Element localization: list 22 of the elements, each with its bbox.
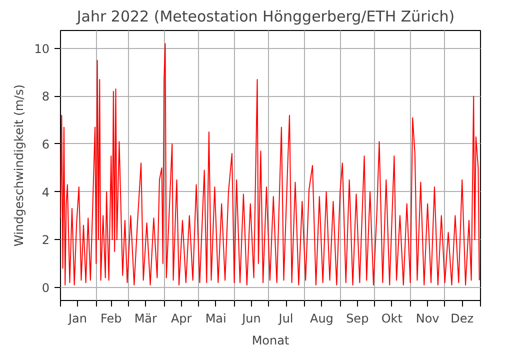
x-tick-label: Okt [381,312,403,326]
x-axis-title: Monat [252,334,290,348]
x-tick-label: Jan [68,312,88,326]
y-tick-label: 4 [42,185,50,200]
x-tick-label: Jun [241,312,261,326]
x-tick-label: Jul [278,312,294,326]
line-series [60,43,480,286]
x-tick-label: Nov [416,312,440,326]
y-axis-title: Windgeschwindigkeit (m/s) [12,84,26,247]
y-tick-label: 10 [34,42,50,56]
x-tick-label: Dez [450,312,474,326]
x-tick-label: Mär [134,312,158,326]
x-tick-label: Mai [205,312,226,326]
x-tick-label: Feb [100,312,122,326]
y-tick-label: 8 [42,90,50,104]
y-tick-label: 6 [42,137,50,152]
x-tick-label: Sep [346,312,369,326]
y-tick-label: 0 [42,280,50,295]
chart-title: Jahr 2022 (Meteostation Hönggerberg/ETH Zürich) [76,8,455,26]
y-tick-label: 2 [42,233,50,248]
x-tick-label: Aug [310,312,334,326]
x-tick-label: Apr [170,312,192,326]
